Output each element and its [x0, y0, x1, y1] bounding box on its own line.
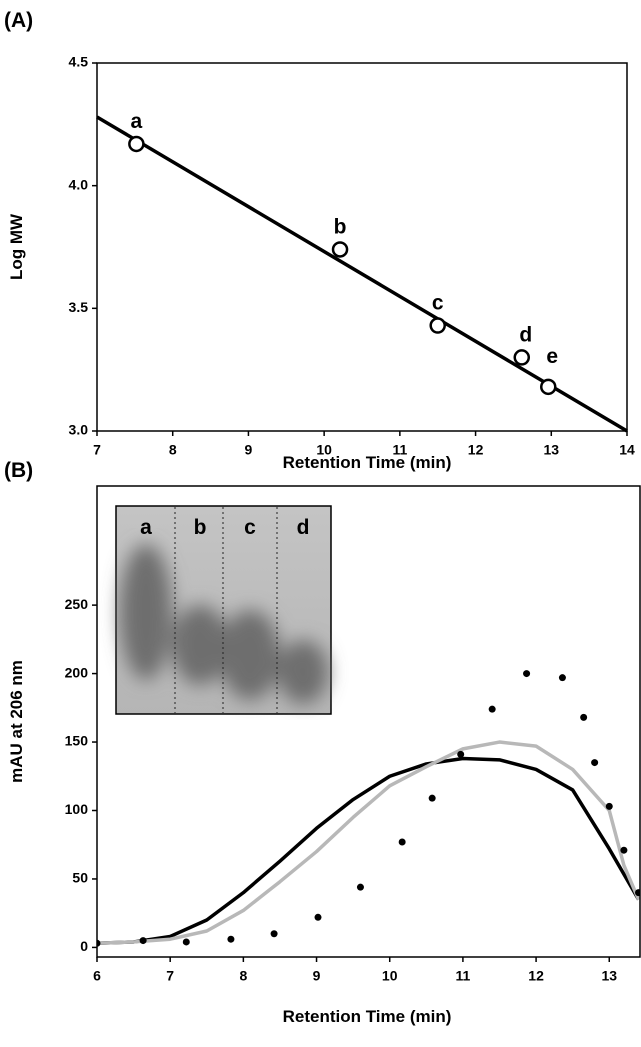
data-point — [541, 380, 555, 394]
panel-title: (A) — [4, 9, 33, 32]
lane-label: a — [140, 516, 152, 539]
x-tick-label: 11 — [455, 968, 470, 984]
data-point — [183, 938, 190, 945]
y-tick-label: 100 — [65, 801, 89, 817]
x-tick-label: 9 — [245, 442, 253, 458]
data-line — [97, 758, 639, 943]
x-tick-label: 8 — [239, 968, 247, 984]
x-tick-label: 10 — [382, 968, 398, 984]
data-point — [580, 714, 587, 721]
data-point — [315, 914, 322, 921]
data-point — [333, 242, 347, 256]
point-label: d — [519, 323, 532, 346]
x-tick-label: 10 — [316, 442, 332, 458]
y-tick-label: 150 — [65, 733, 89, 749]
data-point — [457, 751, 464, 758]
x-tick-label: 12 — [468, 442, 484, 458]
x-tick-label: 9 — [313, 968, 321, 984]
y-axis-label: mAU at 206 nm — [7, 660, 26, 783]
x-axis-label: Retention Time (min) — [283, 453, 452, 472]
data-point — [357, 884, 364, 891]
point-label: b — [334, 215, 347, 238]
y-tick-label: 50 — [72, 870, 88, 886]
data-line — [97, 742, 639, 943]
y-axis-label: Log MW — [7, 213, 26, 280]
data-point — [227, 936, 234, 943]
x-tick-label: 8 — [169, 442, 177, 458]
x-tick-label: 11 — [392, 442, 407, 458]
x-tick-label: 12 — [528, 968, 544, 984]
data-point — [489, 706, 496, 713]
data-point — [606, 803, 613, 810]
y-tick-label: 0 — [80, 938, 88, 954]
y-tick-label: 250 — [65, 596, 89, 612]
x-tick-label: 7 — [166, 968, 174, 984]
point-label: c — [432, 292, 444, 315]
data-point — [271, 930, 278, 937]
point-label: a — [131, 110, 143, 133]
data-point — [620, 847, 627, 854]
x-axis-label: Retention Time (min) — [283, 1007, 452, 1026]
data-point — [140, 937, 147, 944]
y-tick-label: 200 — [65, 664, 89, 680]
y-tick-label: 3.0 — [69, 422, 89, 438]
lane-label: c — [244, 516, 256, 539]
data-point — [515, 350, 529, 364]
data-point — [559, 674, 566, 681]
x-tick-label: 13 — [543, 442, 559, 458]
lane-label: d — [297, 516, 310, 539]
y-tick-label: 4.0 — [69, 176, 89, 192]
data-point — [523, 670, 530, 677]
y-tick-label: 4.5 — [69, 54, 89, 70]
data-point — [399, 838, 406, 845]
data-point — [591, 759, 598, 766]
plot-area — [97, 117, 627, 431]
data-point — [429, 795, 436, 802]
y-tick-label: 3.5 — [69, 299, 89, 315]
data-point — [129, 137, 143, 151]
x-tick-label: 13 — [601, 968, 617, 984]
x-tick-label: 14 — [619, 442, 635, 458]
point-label: e — [546, 345, 558, 368]
panel-title: (B) — [4, 459, 33, 482]
x-tick-label: 7 — [93, 442, 101, 458]
data-point — [431, 319, 445, 333]
plot-frame — [97, 63, 627, 431]
lane-label: b — [194, 516, 207, 539]
x-tick-label: 6 — [93, 968, 101, 984]
